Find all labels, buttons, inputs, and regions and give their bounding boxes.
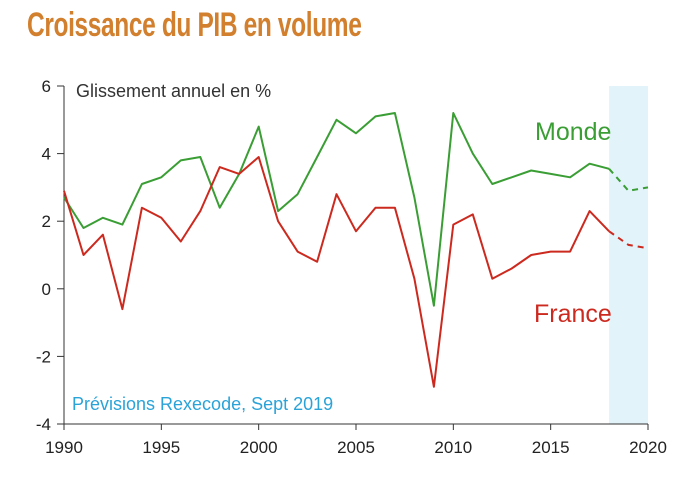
x-tick-label: 2020 xyxy=(629,438,667,457)
y-axis-ticks: -4 -2 0 2 4 6 xyxy=(36,77,64,434)
y-tick-label: 6 xyxy=(42,77,51,96)
y-tick-label: 0 xyxy=(42,280,51,299)
y-tick-label: 2 xyxy=(42,212,51,231)
y-tick-label: 4 xyxy=(42,145,51,164)
x-tick-label: 1995 xyxy=(142,438,180,457)
x-tick-label: 2000 xyxy=(240,438,278,457)
forecast-line-france xyxy=(608,230,649,250)
y-tick-label: -2 xyxy=(36,347,51,366)
x-tick-label: 2010 xyxy=(434,438,472,457)
y-tick-label: -4 xyxy=(36,415,51,434)
series-label-france: France xyxy=(534,300,612,328)
x-tick-label: 2015 xyxy=(532,438,570,457)
series-label-monde: Monde xyxy=(535,118,611,146)
chart-title: Croissance du PIB en volume xyxy=(27,6,362,44)
series-line-france xyxy=(63,156,610,388)
plot-area xyxy=(64,86,648,424)
series-layer xyxy=(63,112,649,388)
x-tick-label: 1990 xyxy=(45,438,83,457)
forecast-label: Prévisions Rexecode, Sept 2019 xyxy=(72,394,333,414)
x-axis-ticks: 1990 1995 2000 2005 2010 2015 2020 xyxy=(45,424,667,457)
x-tick-label: 2005 xyxy=(337,438,375,457)
forecast-region xyxy=(609,86,648,424)
y-axis-label: Glissement annuel en % xyxy=(76,81,271,101)
series-line-monde xyxy=(63,112,610,307)
